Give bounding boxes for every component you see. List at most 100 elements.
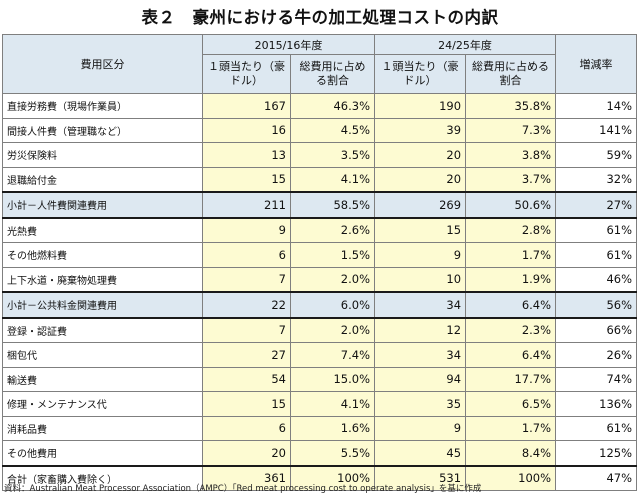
per-head-2024-cell: 531 <box>374 464 467 491</box>
share-2024-cell: 1.7% <box>465 415 557 441</box>
per-head-2015-cell: 22 <box>202 291 291 318</box>
share-2024-cell: 50.6% <box>465 191 557 218</box>
share-2015-cell: 4.5% <box>289 117 376 143</box>
table-row: 合計（家畜購入費除く） 361 100% 531 100% 47% <box>2 464 638 491</box>
category-cell: 合計（家畜購入費除く） <box>2 464 203 491</box>
share-2015-cell: 46.3% <box>289 93 376 119</box>
table-row: 登録・認証費 7 2.0% 12 2.3% 66% <box>2 316 638 343</box>
per-head-2024-cell: 34 <box>374 291 467 318</box>
share-header: 総費用に占める割合 <box>289 54 376 94</box>
growth-rate-cell: 141% <box>555 117 638 143</box>
growth-rate-cell: 26% <box>555 342 638 368</box>
share-2024-cell: 1.7% <box>465 242 557 268</box>
table-row: その他費用 20 5.5% 45 8.4% 125% <box>2 440 638 466</box>
table-row: その他燃料費 6 1.5% 9 1.7% 61% <box>2 242 638 268</box>
share-2015-cell: 7.4% <box>289 342 376 368</box>
share-2024-cell: 2.8% <box>465 216 557 243</box>
share-2024-cell: 2.3% <box>465 316 557 343</box>
growth-rate-cell: 47% <box>555 464 638 491</box>
table-row: 光熱費 9 2.6% 15 2.8% 61% <box>2 216 638 243</box>
category-cell: 小計－人件費関連費用 <box>2 191 203 218</box>
per-head-2024-cell: 34 <box>374 342 467 368</box>
category-cell: 登録・認証費 <box>2 316 203 343</box>
cost-breakdown-table: 費用区分 2015/16年度 24/25年度 増減率 １頭当たり（豪ドル） 総費… <box>2 34 638 491</box>
share-2015-cell: 1.5% <box>289 242 376 268</box>
category-header: 費用区分 <box>2 34 203 94</box>
share-2015-cell: 4.1% <box>289 391 376 417</box>
share-2015-cell: 5.5% <box>289 440 376 466</box>
table-title: 表２ 豪州における牛の加工処理コストの内訳 <box>141 8 499 27</box>
category-cell: 消耗品費 <box>2 415 203 441</box>
growth-rate-cell: 59% <box>555 142 638 168</box>
share-2024-cell: 8.4% <box>465 440 557 466</box>
growth-rate-cell: 14% <box>555 93 638 119</box>
per-head-2024-cell: 10 <box>374 266 467 293</box>
table-row: 小計－公共料金関連費用 22 6.0% 34 6.4% 56% <box>2 291 638 318</box>
share-2024-cell: 3.7% <box>465 166 557 193</box>
table-body: 直接労務費（現場作業員） 167 46.3% 190 35.8% 14% 間接人件費（管理職… <box>2 93 638 491</box>
per-head-header: １頭当たり（豪ドル） <box>202 54 291 94</box>
share-2024-cell: 6.5% <box>465 391 557 417</box>
per-head-2015-cell: 20 <box>202 440 291 466</box>
share-2015-cell: 6.0% <box>289 291 376 318</box>
share-2024-cell: 6.4% <box>465 291 557 318</box>
table-row: 上下水道・廃棄物処理費 7 2.0% 10 1.9% 46% <box>2 266 638 293</box>
growth-rate-cell: 66% <box>555 316 638 343</box>
per-head-2015-cell: 7 <box>202 316 291 343</box>
per-head-2015-cell: 54 <box>202 366 291 392</box>
category-cell: 直接労務費（現場作業員） <box>2 93 203 119</box>
category-cell: 退職給付金 <box>2 166 203 193</box>
per-head-2015-cell: 15 <box>202 391 291 417</box>
table-row: 輸送費 54 15.0% 94 17.7% 74% <box>2 366 638 392</box>
growth-rate-cell: 61% <box>555 242 638 268</box>
growth-rate-cell: 125% <box>555 440 638 466</box>
category-cell: その他燃料費 <box>2 242 203 268</box>
share-2015-cell: 2.0% <box>289 266 376 293</box>
per-head-2015-cell: 13 <box>202 142 291 168</box>
per-head-2024-cell: 190 <box>374 93 467 119</box>
table-row: 修理・メンテナンス代 15 4.1% 35 6.5% 136% <box>2 391 638 417</box>
share-2015-cell: 1.6% <box>289 415 376 441</box>
per-head-2015-cell: 6 <box>202 415 291 441</box>
per-head-2024-cell: 94 <box>374 366 467 392</box>
share-header: 総費用に占める割合 <box>465 54 557 94</box>
per-head-2015-cell: 6 <box>202 242 291 268</box>
source-note: 資料：Australian Meat Processor Association… <box>4 484 482 494</box>
share-2015-cell: 2.6% <box>289 216 376 243</box>
share-2015-cell: 3.5% <box>289 142 376 168</box>
period-2015-header: 2015/16年度 <box>201 34 376 55</box>
growth-rate-cell: 61% <box>555 415 638 441</box>
table-row: 小計－人件費関連費用 211 58.5% 269 50.6% 27% <box>2 191 638 218</box>
category-cell: 光熱費 <box>2 216 203 243</box>
table-row: 退職給付金 15 4.1% 20 3.7% 32% <box>2 166 638 193</box>
per-head-2015-cell: 27 <box>202 342 291 368</box>
per-head-2015-cell: 167 <box>202 93 291 119</box>
growth-rate-cell: 74% <box>555 366 638 392</box>
share-2015-cell: 58.5% <box>289 191 376 218</box>
per-head-2024-cell: 20 <box>374 142 467 168</box>
category-cell: 梱包代 <box>2 342 203 368</box>
per-head-2024-cell: 12 <box>374 316 467 343</box>
category-cell: 小計－公共料金関連費用 <box>2 291 203 318</box>
category-cell: 輸送費 <box>2 366 203 392</box>
per-head-2015-cell: 15 <box>202 166 291 193</box>
share-2015-cell: 2.0% <box>289 316 376 343</box>
table-row: 直接労務費（現場作業員） 167 46.3% 190 35.8% 14% <box>2 93 638 119</box>
share-2024-cell: 6.4% <box>465 342 557 368</box>
share-2024-cell: 3.8% <box>465 142 557 168</box>
share-2024-cell: 17.7% <box>465 366 557 392</box>
category-cell: 上下水道・廃棄物処理費 <box>2 266 203 293</box>
table-row: 消耗品費 6 1.6% 9 1.7% 61% <box>2 415 638 441</box>
share-2015-cell: 15.0% <box>289 366 376 392</box>
growth-rate-header: 増減率 <box>555 34 638 94</box>
category-cell: 間接人件費（管理職など） <box>2 117 203 143</box>
category-cell: 労災保険料 <box>2 142 203 168</box>
share-2024-cell: 1.9% <box>465 266 557 293</box>
category-cell: 修理・メンテナンス代 <box>2 391 203 417</box>
per-head-2024-cell: 9 <box>374 415 467 441</box>
growth-rate-cell: 32% <box>555 166 638 193</box>
per-head-2015-cell: 211 <box>202 191 291 218</box>
table-row: 間接人件費（管理職など） 16 4.5% 39 7.3% 141% <box>2 117 638 143</box>
per-head-2024-cell: 35 <box>374 391 467 417</box>
share-2015-cell: 100% <box>289 464 376 491</box>
